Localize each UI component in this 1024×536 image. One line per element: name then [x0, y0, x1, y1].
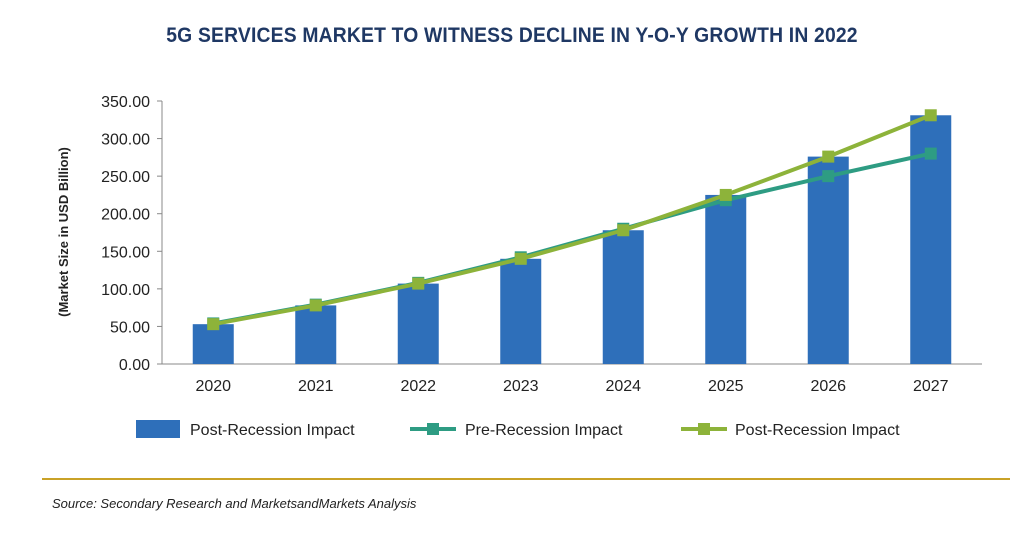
legend-swatch-bar: [136, 420, 180, 438]
series-marker: [822, 170, 835, 183]
x-tick-label: 2023: [503, 378, 539, 395]
legend-swatch-marker: [698, 423, 710, 435]
series-marker: [309, 299, 322, 312]
divider: [42, 478, 1010, 480]
legend-label: Post-Recession Impact: [190, 422, 355, 439]
y-tick-label: 250.00: [101, 169, 150, 186]
source-note: Source: Secondary Research and Marketsan…: [52, 496, 417, 511]
y-tick-label: 200.00: [101, 207, 150, 224]
legend-swatch-marker: [427, 423, 439, 435]
legend: Post-Recession Impact Pre-Recession Impac…: [136, 420, 900, 439]
chart-title: 5G SERVICES MARKET TO WITNESS DECLINE IN…: [166, 24, 858, 47]
series-marker: [924, 109, 937, 122]
bar-series: [192, 115, 952, 364]
y-tick-label: 50.00: [110, 319, 150, 336]
bar: [397, 283, 439, 364]
x-tick-label: 2025: [708, 378, 744, 395]
bar: [295, 305, 337, 364]
bar: [705, 194, 747, 364]
line-series: [207, 109, 937, 331]
chart: 0.00 50.00 100.00 150.00 200.00 250.00 300.00 3…: [56, 94, 982, 439]
series-marker: [719, 188, 732, 201]
bar: [192, 324, 234, 364]
x-axis: 2020 2021 2022 2023 2024 2025 2026 2027: [162, 363, 982, 395]
bar: [500, 258, 542, 364]
series-marker: [617, 224, 630, 237]
y-axis: 0.00 50.00 100.00 150.00 200.00 250.00 300.00 3…: [101, 94, 163, 374]
y-tick-label: 350.00: [101, 94, 150, 111]
legend-label: Pre-Recession Impact: [465, 422, 623, 439]
x-tick-label: 2024: [605, 378, 641, 395]
series-marker: [924, 147, 937, 160]
x-tick-label: 2026: [810, 378, 846, 395]
series-marker: [207, 318, 220, 331]
y-tick-label: 0.00: [119, 357, 150, 374]
y-axis-label: (Market Size in USD Billion): [56, 147, 71, 317]
bar: [807, 156, 849, 364]
y-tick-label: 300.00: [101, 132, 150, 149]
series-line: [212, 113, 932, 327]
x-tick-label: 2021: [298, 378, 334, 395]
y-tick-label: 150.00: [101, 244, 150, 261]
series-marker: [822, 150, 835, 163]
series-marker: [514, 252, 527, 265]
x-tick-label: 2027: [913, 378, 949, 395]
x-tick-label: 2020: [195, 378, 231, 395]
y-tick-label: 100.00: [101, 282, 150, 299]
series-marker: [412, 277, 425, 290]
legend-label: Post-Recession Impact: [735, 422, 900, 439]
bar: [602, 230, 644, 364]
x-tick-label: 2022: [400, 378, 436, 395]
